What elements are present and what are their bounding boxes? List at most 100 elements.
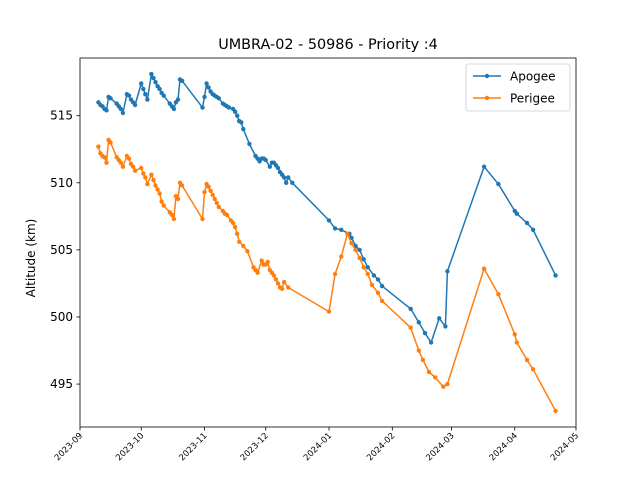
perigee-data-point <box>441 384 446 389</box>
perigee-data-point <box>104 160 109 165</box>
perigee-data-point <box>265 259 270 265</box>
apogee-data-point <box>200 105 205 110</box>
perigee-data-point <box>159 199 164 204</box>
perigee-data-point <box>151 177 156 183</box>
chart-title: UMBRA-02 - 50986 - Priority :4 <box>218 37 438 53</box>
apogee-data-point <box>206 85 211 90</box>
perigee-data-point <box>157 191 162 196</box>
perigee-data-point <box>514 340 519 345</box>
perigee-data-point <box>132 168 138 173</box>
y-axis-label: Altitude (km) <box>24 219 38 298</box>
apogee-data-point <box>232 109 238 114</box>
perigee-legend-label: Perigee <box>510 92 555 106</box>
perigee-data-point <box>153 183 158 188</box>
perigee-data-point <box>130 164 136 169</box>
apogee-data-point <box>202 94 207 100</box>
perigee-data-point <box>224 212 230 218</box>
perigee-data-point <box>169 212 175 218</box>
apogee-data-point <box>443 324 448 329</box>
perigee-data-point <box>375 290 381 295</box>
apogee-data-point <box>143 92 148 97</box>
perigee-data-point <box>200 216 205 222</box>
apogee-data-point <box>204 81 209 86</box>
apogee-data-point <box>284 180 289 185</box>
apogee-data-point <box>179 78 185 84</box>
apogee-data-point <box>126 93 132 98</box>
apogee-data-point <box>445 269 450 274</box>
apogee-data-point <box>267 164 272 169</box>
perigee-data-point <box>433 375 438 380</box>
apogee-data-point <box>157 86 162 92</box>
perigee-data-point <box>286 285 291 290</box>
perigee-data-point <box>416 348 421 353</box>
apogee-data-point <box>326 218 332 223</box>
apogee-data-point <box>514 211 519 216</box>
perigee-data-point <box>126 156 132 161</box>
apogee-data-point <box>145 97 150 102</box>
perigee-data-point <box>365 271 370 277</box>
apogee-data-point <box>428 340 434 345</box>
perigee-data-point <box>96 144 101 149</box>
y-tick-label: 495 <box>50 377 73 391</box>
perigee-data-point <box>357 255 362 261</box>
apogee-data-point <box>371 273 377 278</box>
apogee-data-point <box>235 113 240 118</box>
perigee-data-point <box>175 196 181 202</box>
y-tick-label: 510 <box>50 176 73 190</box>
perigee-data-point <box>212 196 217 202</box>
perigee-data-point <box>202 190 207 195</box>
perigee-data-point <box>530 367 536 372</box>
apogee-data-point <box>104 108 109 113</box>
perigee-data-point <box>279 286 285 291</box>
perigee-data-point <box>345 231 350 236</box>
plot-area <box>96 71 558 414</box>
apogee-data-point <box>481 164 487 169</box>
perigee-data-point <box>353 247 358 253</box>
perigee-data-point <box>379 298 385 304</box>
perigee-data-point <box>120 164 126 169</box>
perigee-data-point <box>481 266 487 271</box>
perigee-data-point <box>149 172 154 177</box>
perigee-data-point <box>255 270 260 275</box>
perigee-data-point <box>259 258 264 263</box>
apogee-data-point <box>247 141 252 147</box>
perigee-data-point <box>420 357 426 363</box>
apogee-data-point <box>422 330 428 336</box>
apogee-data-point <box>161 93 166 98</box>
perigee-data-point <box>145 181 150 187</box>
apogee-data-point <box>286 175 291 180</box>
y-tick-label: 515 <box>50 109 73 123</box>
apogee-data-point <box>524 220 530 226</box>
perigee-data-point <box>275 281 281 286</box>
perigee-data-point <box>155 187 160 192</box>
perigee-data-point <box>408 325 413 330</box>
perigee-data-point <box>171 216 177 222</box>
apogee-data-point <box>332 226 338 231</box>
perigee-data-point <box>326 309 332 314</box>
apogee-data-point <box>139 81 144 86</box>
apogee-data-point <box>141 86 146 92</box>
apogee-data-point <box>416 320 421 325</box>
legend: Apogee Perigee <box>465 63 571 112</box>
perigee-data-point <box>143 175 148 180</box>
perigee-data-point <box>206 184 211 189</box>
apogee-data-point <box>226 105 232 110</box>
perigee-data-point <box>426 369 432 375</box>
plot-frame <box>79 57 577 428</box>
apogee-data-point <box>216 96 221 101</box>
perigee-data-point <box>245 249 250 254</box>
perigee-data-point <box>235 231 240 236</box>
apogee-data-point <box>149 71 154 77</box>
perigee-data-point <box>208 188 213 193</box>
perigee-data-point <box>108 140 113 145</box>
perigee-data-point <box>210 192 215 198</box>
perigee-data-point <box>232 224 238 230</box>
apogee-data-point <box>171 106 177 112</box>
perigee-data-point <box>445 381 450 387</box>
apogee-data-point <box>153 80 158 85</box>
perigee-data-point <box>139 165 144 171</box>
apogee-data-point <box>175 97 181 102</box>
perigee-data-point <box>179 183 185 188</box>
perigee-data-point <box>161 203 166 208</box>
perigee-data-point <box>141 171 146 176</box>
